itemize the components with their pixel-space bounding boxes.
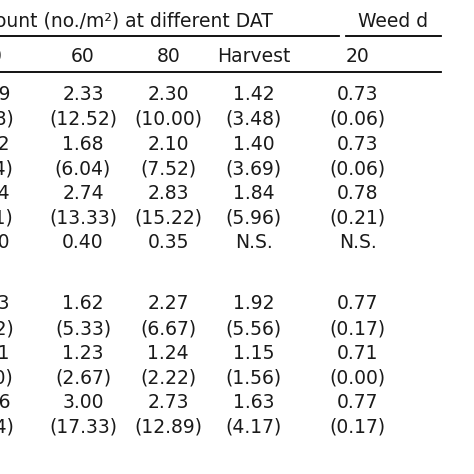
Text: (17.33): (17.33) bbox=[49, 418, 117, 437]
Text: 0.77: 0.77 bbox=[337, 393, 379, 412]
Text: (1.56): (1.56) bbox=[226, 368, 282, 387]
Text: Weed d: Weed d bbox=[358, 12, 428, 31]
Text: (5.33): (5.33) bbox=[55, 319, 111, 338]
Text: ount (no./m²) at different DAT: ount (no./m²) at different DAT bbox=[0, 12, 273, 31]
Text: 0.71: 0.71 bbox=[337, 344, 379, 363]
Text: (6.04): (6.04) bbox=[55, 159, 111, 178]
Text: 2.83: 2.83 bbox=[147, 184, 189, 203]
Text: 1.63: 1.63 bbox=[233, 393, 274, 412]
Text: 1.16: 1.16 bbox=[0, 393, 10, 412]
Text: (0.17): (0.17) bbox=[330, 319, 386, 338]
Text: (15.22): (15.22) bbox=[134, 209, 202, 228]
Text: 1.94): 1.94) bbox=[0, 418, 14, 437]
Text: 0.77: 0.77 bbox=[337, 294, 379, 313]
Text: (0.21): (0.21) bbox=[330, 209, 386, 228]
Text: 0.72: 0.72 bbox=[0, 135, 10, 154]
Text: 40: 40 bbox=[0, 47, 1, 66]
Text: 0.40: 0.40 bbox=[62, 233, 104, 252]
Text: (2.67): (2.67) bbox=[55, 368, 111, 387]
Text: 0.74: 0.74 bbox=[0, 184, 10, 203]
Text: (3.69): (3.69) bbox=[226, 159, 282, 178]
Text: (0.00): (0.00) bbox=[330, 368, 386, 387]
Text: 2.10: 2.10 bbox=[147, 135, 189, 154]
Text: (12.52): (12.52) bbox=[49, 110, 117, 129]
Text: 1.78): 1.78) bbox=[0, 110, 14, 129]
Text: (5.96): (5.96) bbox=[226, 209, 282, 228]
Text: 80: 80 bbox=[156, 47, 180, 66]
Text: (2.22): (2.22) bbox=[140, 368, 196, 387]
Text: 1.42: 1.42 bbox=[233, 85, 274, 104]
Text: 20: 20 bbox=[346, 47, 370, 66]
Text: 2.33: 2.33 bbox=[62, 85, 104, 104]
Text: N.S.: N.S. bbox=[339, 233, 377, 252]
Text: (7.52): (7.52) bbox=[140, 159, 196, 178]
Text: 1.22): 1.22) bbox=[0, 319, 14, 338]
Text: Harvest: Harvest bbox=[217, 47, 290, 66]
Text: 2.73: 2.73 bbox=[147, 393, 189, 412]
Text: 1.23: 1.23 bbox=[62, 344, 104, 363]
Text: (13.33): (13.33) bbox=[49, 209, 117, 228]
Text: 0.35: 0.35 bbox=[147, 233, 189, 252]
Text: (3.48): (3.48) bbox=[226, 110, 282, 129]
Text: (6.67): (6.67) bbox=[140, 319, 196, 338]
Text: 1.62: 1.62 bbox=[62, 294, 104, 313]
Text: 1.24: 1.24 bbox=[147, 344, 189, 363]
Text: 0.93: 0.93 bbox=[0, 294, 10, 313]
Text: 2.30: 2.30 bbox=[147, 85, 189, 104]
Text: 2.74: 2.74 bbox=[62, 184, 104, 203]
Text: 60: 60 bbox=[71, 47, 95, 66]
Text: (10.00): (10.00) bbox=[134, 110, 202, 129]
Text: (5.56): (5.56) bbox=[226, 319, 282, 338]
Text: (0.06): (0.06) bbox=[330, 110, 386, 129]
Text: 2.27: 2.27 bbox=[147, 294, 189, 313]
Text: 1.15: 1.15 bbox=[233, 344, 274, 363]
Text: (0.06): (0.06) bbox=[330, 159, 386, 178]
Text: 0.71: 0.71 bbox=[0, 344, 10, 363]
Text: 1.68: 1.68 bbox=[62, 135, 104, 154]
Text: 0.00): 0.00) bbox=[0, 368, 14, 387]
Text: (12.89): (12.89) bbox=[134, 418, 202, 437]
Text: 1.84: 1.84 bbox=[233, 184, 274, 203]
Text: (4.17): (4.17) bbox=[226, 418, 282, 437]
Text: 0.73: 0.73 bbox=[337, 85, 379, 104]
Text: 0.20: 0.20 bbox=[0, 233, 10, 252]
Text: 0.11): 0.11) bbox=[0, 209, 14, 228]
Text: 1.92: 1.92 bbox=[233, 294, 274, 313]
Text: 0.73: 0.73 bbox=[337, 135, 379, 154]
Text: 0.04): 0.04) bbox=[0, 159, 14, 178]
Text: 0.78: 0.78 bbox=[337, 184, 379, 203]
Text: 1.40: 1.40 bbox=[233, 135, 274, 154]
Text: (0.17): (0.17) bbox=[330, 418, 386, 437]
Text: N.S.: N.S. bbox=[235, 233, 273, 252]
Text: 1.09: 1.09 bbox=[0, 85, 10, 104]
Text: 3.00: 3.00 bbox=[62, 393, 104, 412]
